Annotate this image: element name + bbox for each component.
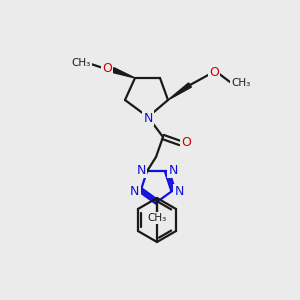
Text: CH₃: CH₃: [147, 213, 167, 223]
Text: O: O: [209, 65, 219, 79]
Text: N: N: [168, 164, 178, 177]
Text: O: O: [102, 61, 112, 74]
Text: O: O: [181, 136, 191, 149]
Polygon shape: [168, 83, 191, 100]
Text: CH₃: CH₃: [71, 58, 91, 68]
Text: N: N: [175, 185, 184, 198]
Text: N: N: [130, 185, 140, 198]
Text: N: N: [143, 112, 153, 124]
Text: CH₃: CH₃: [231, 78, 250, 88]
Polygon shape: [112, 68, 135, 78]
Text: N: N: [136, 164, 146, 177]
